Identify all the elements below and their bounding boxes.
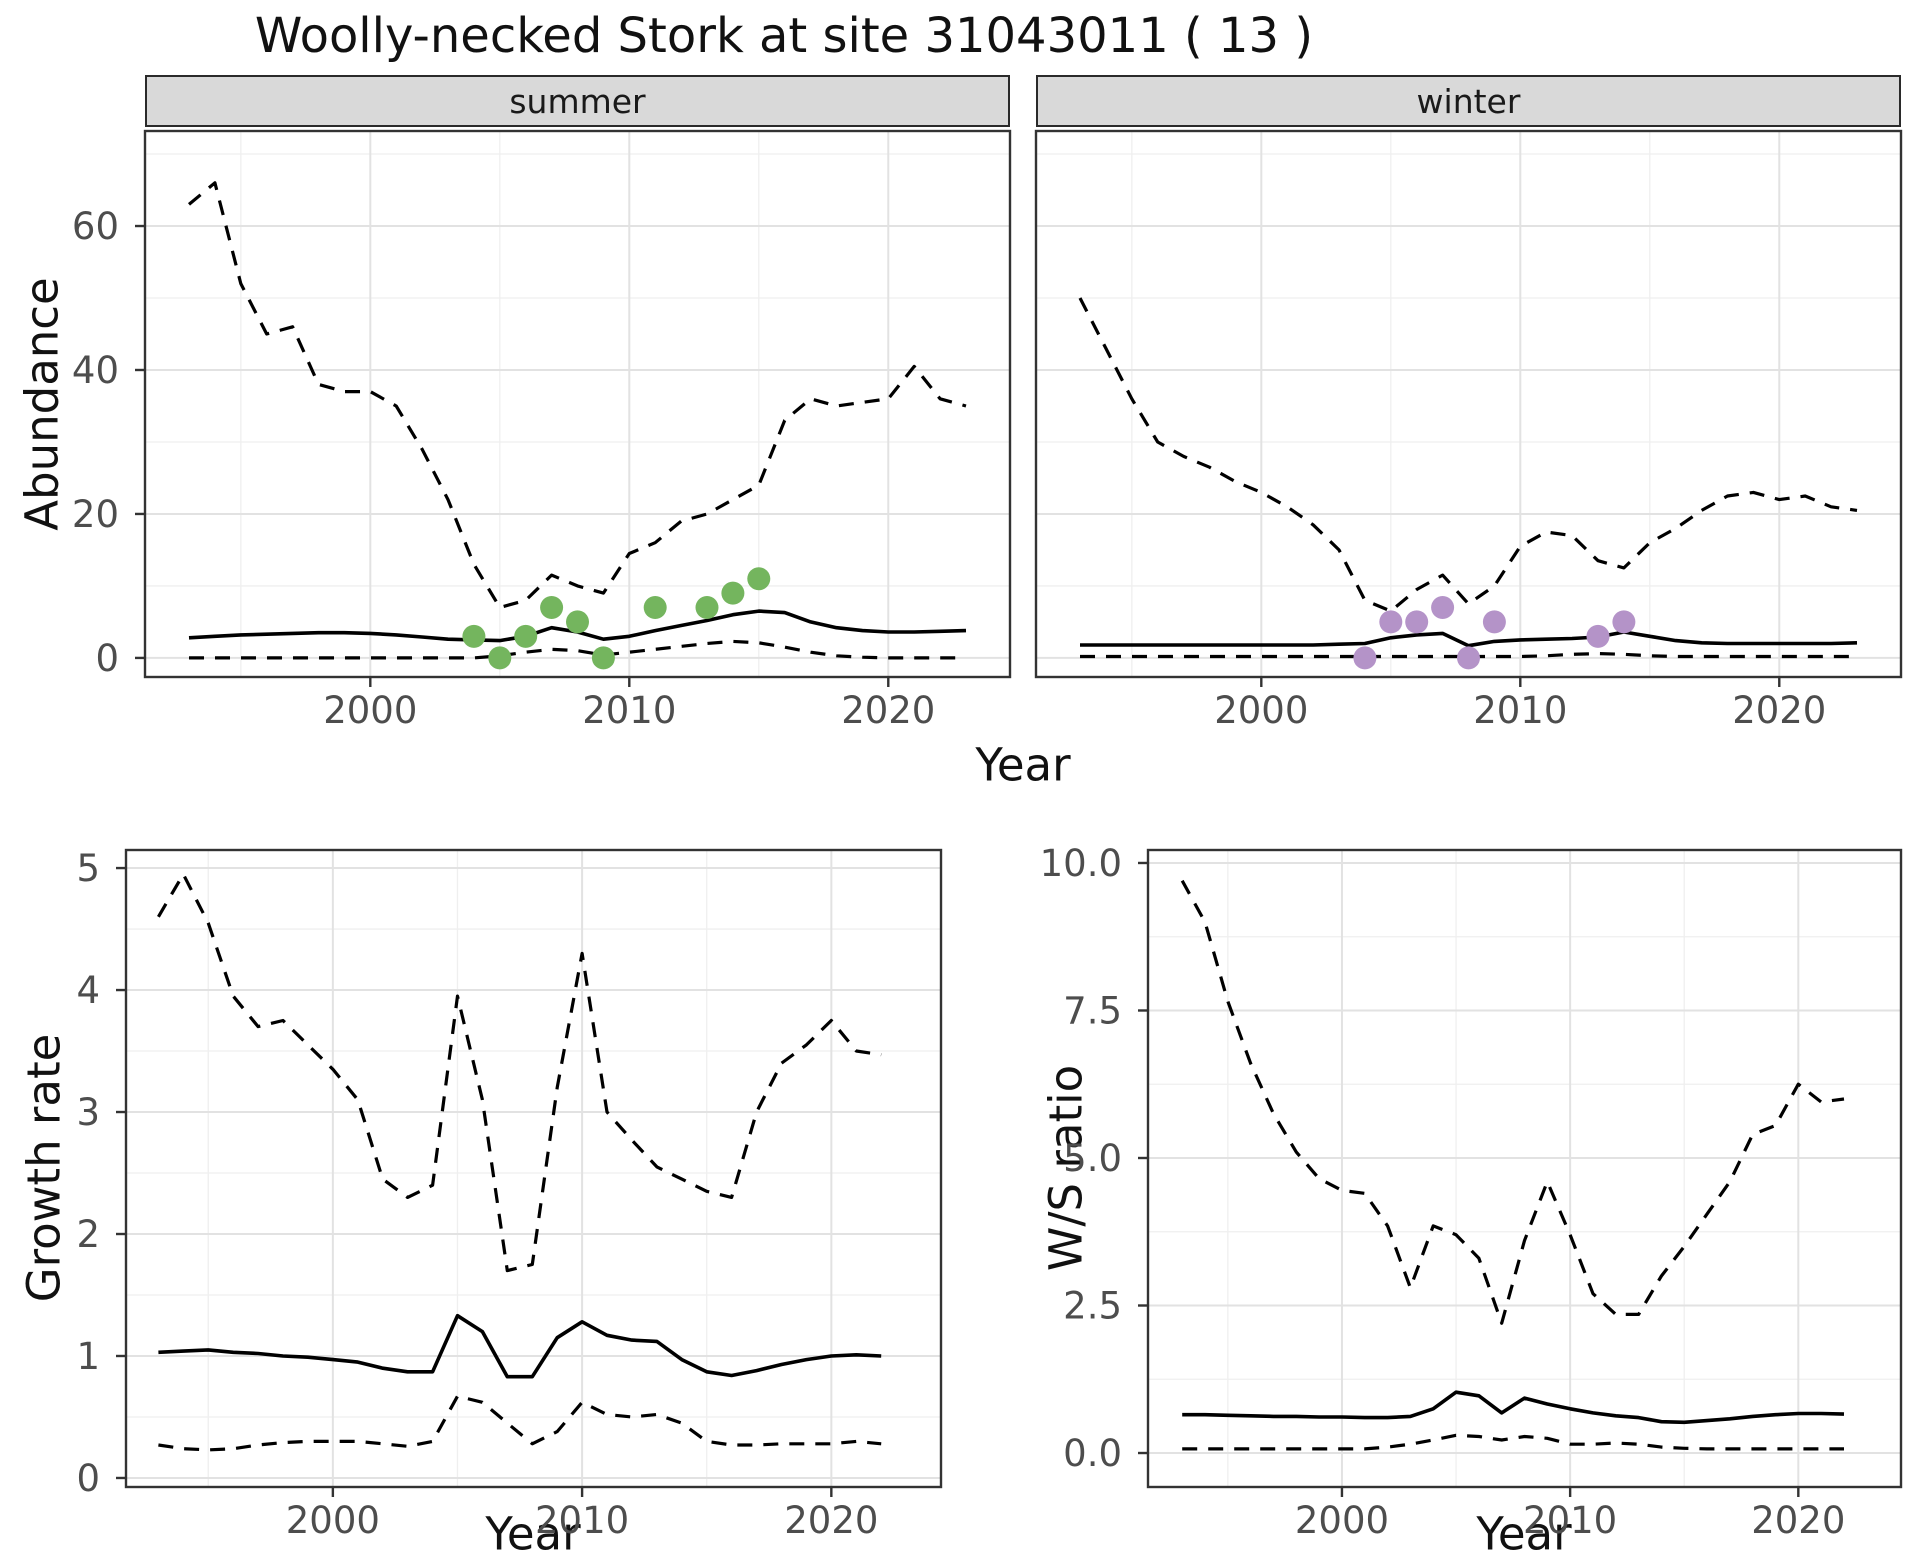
ws-ratio-axis-title: W/S ratio (1039, 1064, 1093, 1272)
observed_count-point (1586, 624, 1610, 648)
y-tick-label: 2.5 (1063, 1285, 1122, 1328)
observed_count-point (488, 646, 512, 670)
observed_count-point (514, 624, 538, 648)
observed_count-point (1431, 596, 1455, 620)
observed_count-point (1612, 610, 1636, 634)
median-line (1182, 1390, 1845, 1425)
upper-95-ci-line (1078, 297, 1858, 613)
x-tick-label: 2000 (286, 1499, 380, 1542)
x-tick-label: 2020 (841, 689, 935, 732)
y-tick-label: 7.5 (1063, 989, 1122, 1032)
upper-95-ci-line (1180, 879, 1845, 1325)
x-tick-label: 2020 (1732, 689, 1826, 732)
observed_count-point (1379, 610, 1403, 634)
y-tick-label: 1 (76, 1335, 100, 1378)
median-line (1080, 630, 1858, 648)
observed_count-point (1457, 646, 1480, 670)
panel-border (1034, 129, 1903, 679)
y-tick-label: 5 (76, 847, 100, 890)
panel-background (1148, 850, 1901, 1487)
observed_count-point (566, 610, 589, 634)
observed_count-point (462, 624, 486, 648)
y-tick-label: 60 (72, 205, 119, 248)
median-line (188, 609, 967, 643)
observed_count-point (643, 596, 667, 620)
observed_count-point (695, 596, 719, 620)
observed_count-point (721, 581, 745, 605)
facet-strip-summer: summer (145, 75, 1010, 127)
lower-95-ci-line (189, 639, 966, 660)
y-tick-label: 20 (72, 493, 119, 536)
y-tick-label: 40 (72, 349, 119, 392)
x-tick-label: 2010 (1473, 689, 1567, 732)
year-axis-title-top: Year (975, 738, 1071, 792)
y-tick-label: 0.0 (1063, 1432, 1122, 1475)
panel-border (124, 848, 943, 1489)
x-tick-label: 2000 (1295, 1499, 1389, 1542)
observed_count-point (1405, 610, 1429, 634)
y-tick-label: 0 (95, 637, 119, 680)
panel-background (126, 850, 941, 1487)
observed_count-point (747, 567, 771, 591)
lower-95-ci-line (1182, 1433, 1844, 1451)
y-tick-label: 2 (76, 1213, 100, 1256)
abundance-axis-title: Abundance (15, 277, 69, 531)
median-line (158, 1313, 882, 1379)
observed_count-point (1482, 610, 1506, 634)
plot-title: Woolly-necked Stork at site 31043011 ( 1… (254, 8, 1314, 64)
x-tick-label: 2020 (1751, 1499, 1845, 1542)
y-tick-label: 0 (76, 1457, 100, 1500)
lower-95-ci-line (1080, 652, 1857, 659)
x-tick-label: 2010 (582, 689, 676, 732)
observed_count-point (1353, 646, 1377, 670)
observed_count-point (591, 646, 615, 670)
observed_count-point (540, 596, 564, 620)
x-tick-label: 2020 (784, 1499, 878, 1542)
facet-strip-summer-label: summer (509, 81, 646, 121)
y-tick-label: 3 (76, 1091, 100, 1134)
year-axis-title-bottom-left: Year (485, 1507, 581, 1561)
growth-rate-axis-title: Growth rate (17, 1033, 71, 1303)
facet-strip-winter-label: winter (1416, 81, 1521, 121)
facet-strip-winter: winter (1036, 75, 1901, 127)
y-tick-label: 4 (76, 969, 100, 1012)
lower-95-ci-line (158, 1394, 882, 1452)
upper-95-ci-line (187, 181, 967, 610)
panel-border (143, 129, 1012, 679)
year-axis-title-bottom-right: Year (1476, 1507, 1572, 1561)
upper-95-ci-line (157, 872, 882, 1273)
y-tick-label: 10.0 (1040, 842, 1122, 885)
panel-background (1036, 131, 1901, 677)
x-tick-label: 2000 (1214, 689, 1308, 732)
panel-background (145, 131, 1010, 677)
x-tick-label: 2000 (323, 689, 417, 732)
panel-border (1146, 848, 1903, 1489)
